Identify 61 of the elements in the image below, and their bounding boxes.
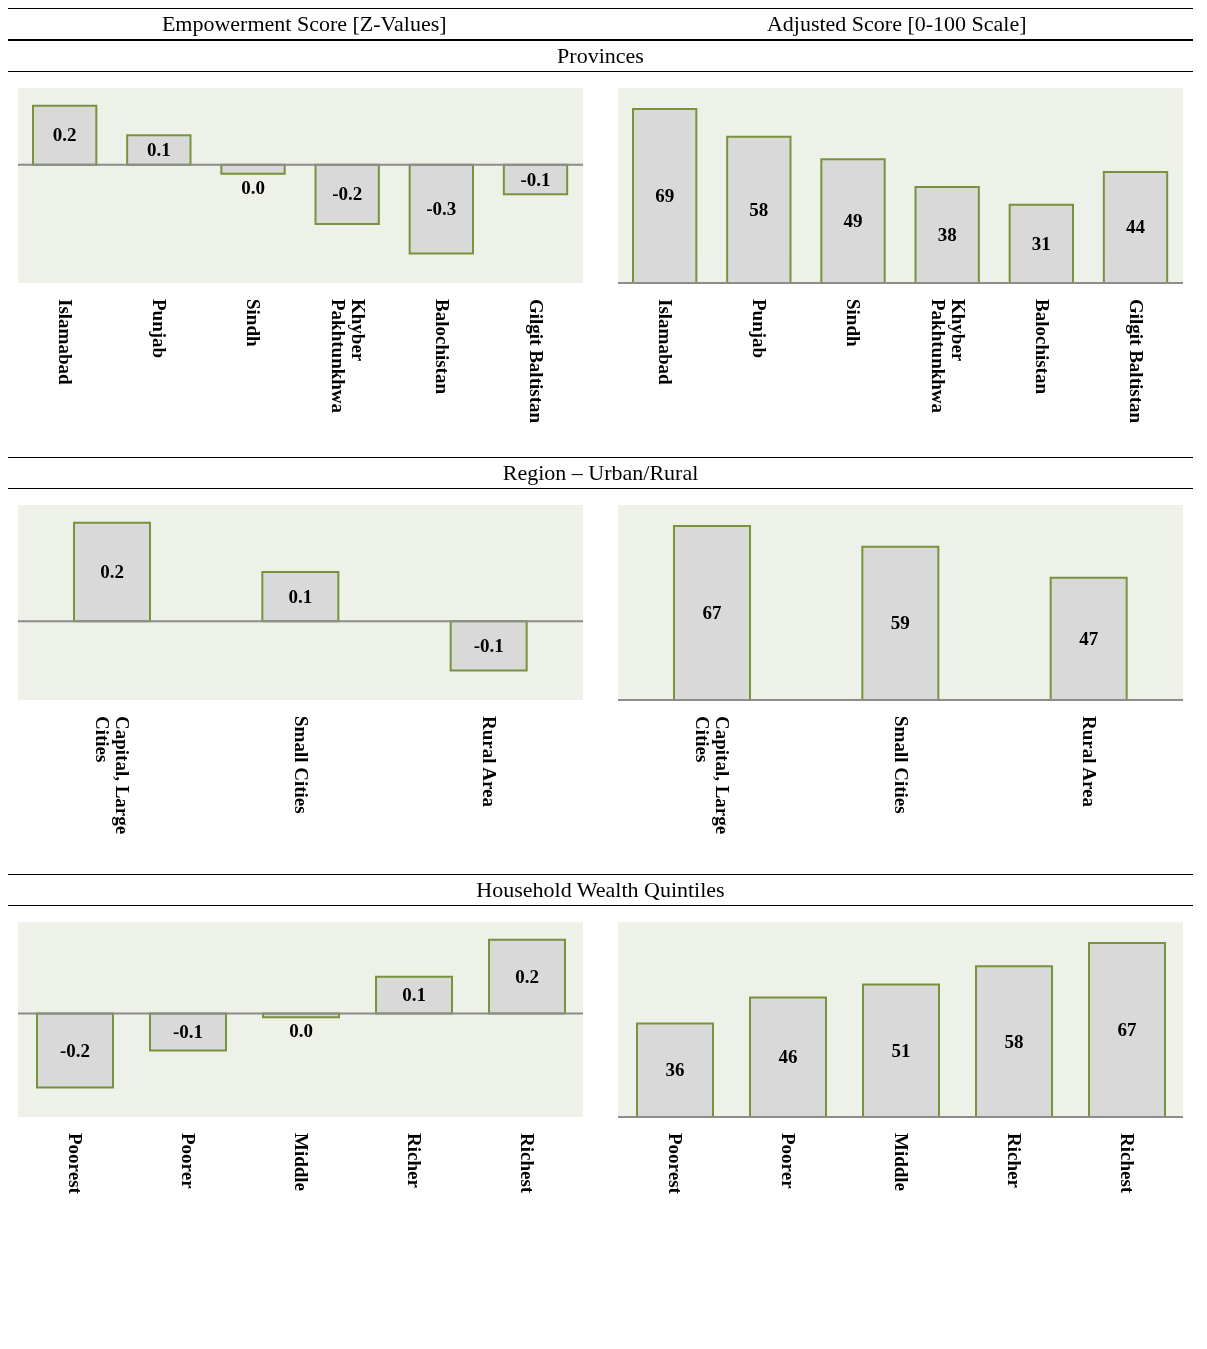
data-label: 49: [843, 210, 863, 232]
data-label: -0.1: [172, 1021, 204, 1043]
x-tick-label: Punjab: [749, 299, 771, 359]
x-tick-label: Small Cities: [890, 716, 912, 814]
data-label: 0.0: [241, 176, 265, 198]
x-tick-label: Richest: [1116, 1133, 1138, 1194]
x-tick-label: Poorest: [64, 1133, 86, 1195]
data-label: -0.2: [59, 1039, 91, 1061]
data-label: 58: [1004, 1030, 1024, 1052]
data-label: 67: [1117, 1018, 1137, 1040]
chart-title: Adjusted Score [0-100 Scale]: [765, 10, 1028, 38]
chart-subtitle: Provinces: [8, 40, 1193, 72]
x-tick-label: Richer: [1003, 1133, 1025, 1189]
data-label: 0.1: [146, 139, 171, 161]
data-label: -0.3: [426, 198, 457, 220]
x-tick-label: Middle: [290, 1133, 312, 1192]
data-label: 36: [665, 1059, 685, 1081]
data-label: 31: [1031, 232, 1051, 254]
chart-title: Empowerment Score [Z-Values]: [160, 10, 448, 38]
x-tick-label: Capital, Large Cities: [692, 716, 734, 835]
x-tick-label: Balochistan: [1031, 299, 1053, 395]
x-tick-label: Poorest: [664, 1133, 686, 1195]
data-label: 47: [1079, 627, 1099, 649]
x-tick-label: Islamabad: [655, 299, 677, 385]
data-label: 0.2: [52, 124, 77, 146]
data-label: 0.1: [402, 984, 426, 1006]
x-tick-label: Richest: [516, 1133, 538, 1194]
x-tick-label: Gilgit Baltistan: [525, 299, 547, 424]
data-label: 0.2: [100, 560, 124, 582]
data-label: 38: [937, 224, 957, 246]
x-tick-label: Khyber Pakhtunkhwa: [927, 299, 969, 414]
x-tick-label: Balochistan: [431, 299, 453, 395]
data-label: 44: [1126, 216, 1146, 238]
data-label: 0.1: [288, 585, 313, 607]
x-tick-label: Middle: [890, 1133, 912, 1192]
chart-subtitle: Household Wealth Quintiles: [8, 874, 1193, 906]
data-label: 58: [749, 198, 769, 220]
x-tick-label: Richer: [403, 1133, 425, 1189]
x-tick-label: Sindh: [243, 299, 265, 347]
data-label: 59: [890, 612, 910, 634]
data-label: 46: [778, 1046, 798, 1068]
x-tick-label: Khyber Pakhtunkhwa: [327, 299, 369, 414]
x-tick-label: Rural Area: [1078, 716, 1100, 808]
x-tick-label: Poorer: [777, 1133, 799, 1190]
data-label: -0.1: [473, 634, 504, 656]
data-label: -0.1: [520, 168, 551, 190]
chart-subtitle: Region – Urban/Rural: [8, 457, 1193, 489]
data-label: 51: [891, 1039, 911, 1061]
x-tick-label: Islamabad: [55, 299, 77, 385]
x-tick-label: Punjab: [149, 299, 171, 359]
x-tick-label: Rural Area: [478, 716, 500, 808]
x-tick-label: Small Cities: [290, 716, 312, 814]
data-label: 67: [702, 601, 722, 623]
x-tick-label: Sindh: [843, 299, 865, 347]
data-label: 69: [655, 184, 675, 206]
data-label: -0.2: [332, 183, 363, 205]
x-tick-label: Capital, Large Cities: [92, 716, 134, 835]
data-label: 0.2: [515, 965, 539, 987]
data-label: 0.0: [289, 1020, 313, 1042]
x-tick-label: Gilgit Baltistan: [1125, 299, 1147, 424]
x-tick-label: Poorer: [177, 1133, 199, 1190]
